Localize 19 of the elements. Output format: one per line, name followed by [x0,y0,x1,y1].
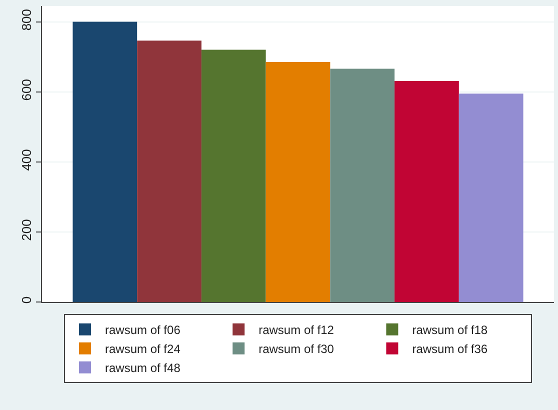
legend-label: rawsum of f18 [412,323,488,338]
bar [394,80,459,302]
bar [458,94,524,302]
y-tick-label: 800 [18,8,34,31]
bar [201,50,266,302]
legend-label: rawsum of f30 [258,342,334,356]
y-tick-label: 600 [18,79,34,101]
y-tick-label: 200 [18,219,34,241]
y-tick-label: 0 [18,296,34,304]
legend-label: rawsum of f12 [258,323,334,338]
legend-label: rawsum of f06 [105,323,181,338]
bar [72,22,138,302]
legend-label: rawsum of f24 [105,342,181,356]
bar [266,62,330,302]
bar [330,68,395,302]
legend-label: rawsum of f36 [412,342,488,356]
legend-label: rawsum of f48 [105,361,181,376]
bar [137,40,202,302]
y-tick-label: 400 [18,149,34,171]
